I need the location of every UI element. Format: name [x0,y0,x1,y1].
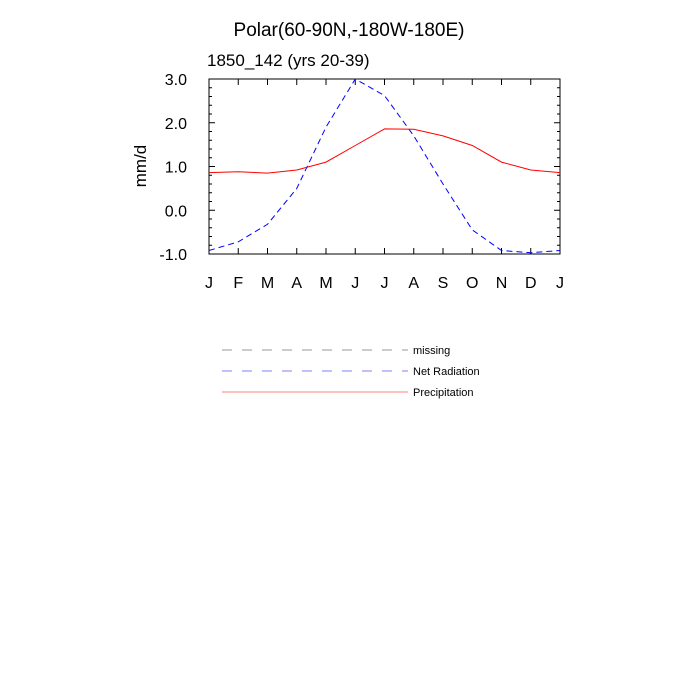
legend-label-net-radiation: Net Radiation [413,366,480,378]
x-tick-label: J [351,275,359,292]
x-tick-label: M [261,275,274,292]
y-tick-label: 3.0 [165,72,187,89]
plot-frame [208,78,561,255]
x-tick-label: M [319,275,332,292]
x-tick-label: A [291,275,302,292]
x-tick-label: D [525,275,537,292]
series-line-net-radiation [208,78,561,254]
y-axis-label: mm/d [131,145,150,188]
legend-label-missing: missing [413,345,450,357]
y-tick-label: 0.0 [165,203,187,220]
legend: missing Net Radiation Precipitation [222,345,480,399]
x-tick-label: J [205,275,213,292]
y-tick-label: 2.0 [165,116,187,133]
y-tick-label: 1.0 [165,160,187,177]
legend-label-precipitation: Precipitation [413,387,474,399]
y-tick-label: -1.0 [159,247,187,264]
x-tick-label: N [496,275,508,292]
chart-title: Polar(60-90N,-180W-180E) [234,20,465,41]
x-tick-label: F [233,275,243,292]
x-tick-label: J [381,275,389,292]
chart-subtitle: 1850_142 (yrs 20-39) [207,51,370,70]
plot-area: -1.00.01.02.03.0J F M A M J J A S O N D J [159,72,564,292]
x-tick-label: O [466,275,478,292]
x-tick-label: S [438,275,449,292]
x-tick-label: J [556,275,564,292]
series-line-precipitation [208,128,561,174]
x-tick-label: A [408,275,419,292]
